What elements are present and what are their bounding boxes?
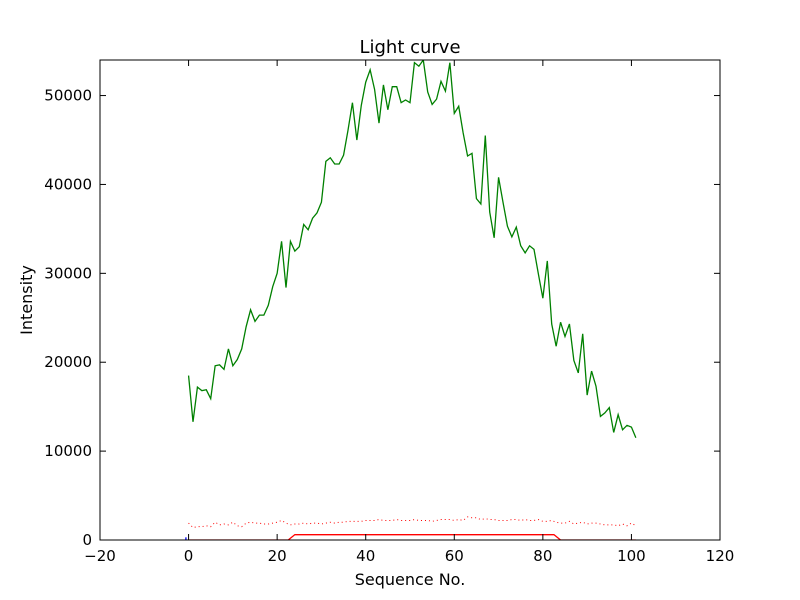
x-tick-label: 20 bbox=[268, 547, 287, 565]
y-tick-label: 20000 bbox=[44, 353, 92, 371]
ticks-layer: −20 0 20 40 60 80 100 1200100002000030000400005… bbox=[44, 60, 734, 565]
x-tick-label: 120 bbox=[706, 547, 735, 565]
plot-frame bbox=[99, 59, 721, 541]
x-tick-label: 0 bbox=[184, 547, 194, 565]
x-tick-label: −20 bbox=[84, 547, 116, 565]
y-tick-label: 40000 bbox=[44, 175, 92, 193]
series-line-0 bbox=[187, 60, 637, 439]
x-axis-label: Sequence No. bbox=[355, 570, 466, 589]
x-tick-label: 80 bbox=[533, 547, 552, 565]
x-tick-label: 100 bbox=[617, 547, 646, 565]
x-tick-label: 60 bbox=[445, 547, 464, 565]
series-line-2 bbox=[188, 534, 636, 540]
y-tick-label: 30000 bbox=[44, 264, 92, 282]
x-tick-label: 40 bbox=[356, 547, 375, 565]
series-line-1 bbox=[188, 516, 637, 529]
chart-title: Light curve bbox=[359, 37, 460, 58]
y-axis-label: Intensity bbox=[17, 265, 36, 335]
y-tick-label: 10000 bbox=[44, 442, 92, 460]
y-tick-label: 0 bbox=[82, 531, 92, 549]
y-tick-label: 50000 bbox=[44, 87, 92, 105]
